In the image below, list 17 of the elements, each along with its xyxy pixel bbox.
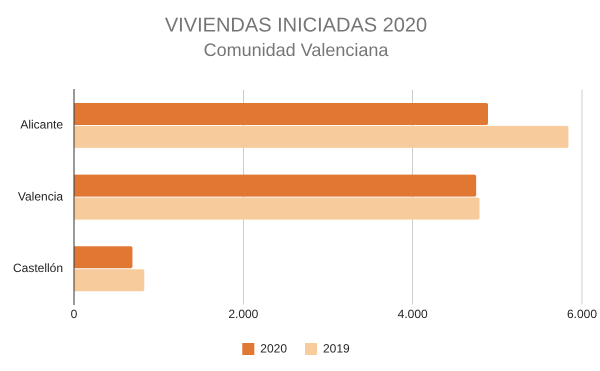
legend-label: 2019: [323, 341, 350, 356]
x-tick-label: 2.000: [228, 307, 259, 322]
bar: [74, 198, 480, 220]
bar: [74, 126, 568, 148]
y-tick-label: Alicante: [20, 118, 64, 132]
x-tick-label: 4.000: [398, 307, 428, 322]
x-tick-label: 0: [70, 307, 78, 322]
x-tick-label: 6.000: [566, 307, 598, 322]
bar: [74, 269, 144, 292]
chart-title: VIVIENDAS INICIADAS 2020: [164, 14, 428, 37]
y-tick-label: Valencia: [18, 189, 64, 204]
bar: [74, 174, 476, 197]
bar: [74, 246, 132, 268]
chart-subtitle: Comunidad Valenciana: [204, 40, 390, 60]
bar: [74, 102, 488, 125]
y-tick-label: Castellón: [12, 261, 64, 276]
legend-label: 2020: [260, 341, 288, 356]
